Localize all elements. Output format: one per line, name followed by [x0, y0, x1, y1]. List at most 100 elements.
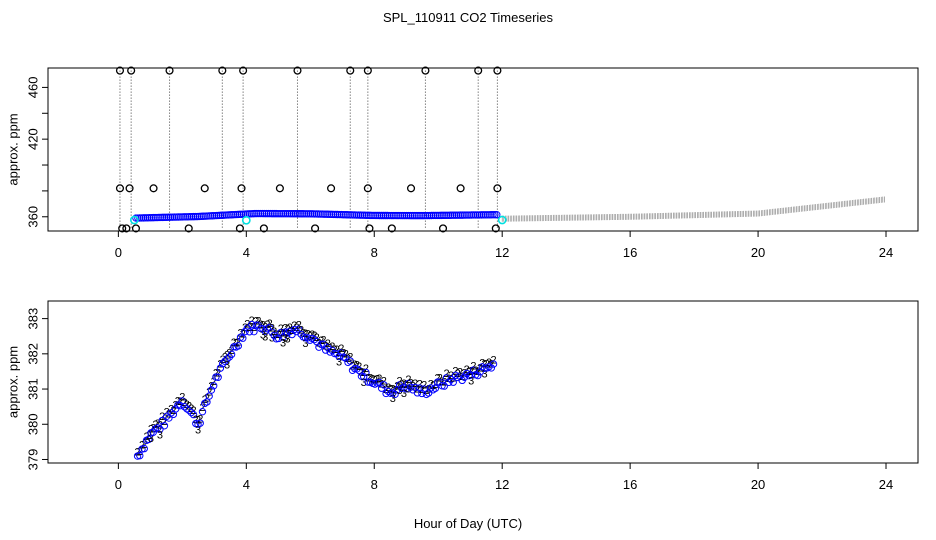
blue-marker: 3 [482, 369, 488, 381]
baseline-point [439, 211, 447, 220]
blue-point [265, 323, 274, 332]
blue-point [380, 381, 388, 389]
x-tick-label: 24 [879, 477, 893, 492]
baseline-point [283, 209, 292, 218]
x-tick-label: 12 [495, 245, 509, 260]
x-axis-label: Hour of Day (UTC) [414, 516, 522, 531]
baseline-point [299, 210, 307, 218]
spike-point [118, 224, 127, 233]
y-tick-label: 360 [25, 206, 40, 228]
spike-point [365, 224, 374, 233]
baseline-point [370, 211, 378, 220]
baseline-point [462, 211, 470, 219]
blue-point [384, 387, 393, 396]
baseline-point [303, 210, 311, 218]
blue-point [189, 410, 198, 419]
blue-marker: 3 [262, 332, 268, 344]
baseline-point [487, 211, 495, 219]
spike-point [363, 66, 372, 75]
spike-point [421, 66, 430, 75]
baseline-point [383, 211, 392, 220]
y-tick-label: 380 [25, 413, 40, 435]
spike-point [200, 184, 209, 193]
baseline-point [420, 211, 428, 220]
baseline-point [427, 211, 436, 220]
blue-marker: 3 [260, 329, 266, 341]
plot-frame [47, 300, 919, 464]
x-tick-label: 20 [751, 477, 765, 492]
blue-marker: 3 [361, 377, 367, 389]
baseline-point [448, 211, 457, 219]
top-panel: 0 4 8 12 16 20 24 360 420 460 approx. ppm [5, 66, 919, 260]
blue-point [442, 374, 451, 382]
blue-point [353, 365, 361, 373]
baseline-point [381, 211, 390, 220]
spike-point [406, 184, 416, 193]
baseline-point [422, 211, 430, 220]
blue-point [216, 364, 225, 372]
baseline-point [301, 210, 309, 218]
baseline-point [278, 209, 286, 218]
baseline-point [295, 210, 303, 218]
spike-point [346, 66, 355, 75]
baseline-point [460, 211, 468, 219]
baseline-point [399, 211, 407, 220]
baseline-point [266, 209, 274, 218]
blue-point [431, 384, 440, 393]
baseline-point [297, 210, 305, 218]
baseline-point [452, 211, 461, 219]
spike-point [237, 184, 246, 193]
blue-point [259, 325, 267, 333]
baseline-point [485, 211, 493, 219]
baseline-point [253, 209, 261, 218]
blue-point [187, 408, 195, 417]
blue-point [239, 334, 247, 342]
spike-point [131, 224, 141, 233]
blue-point [359, 372, 368, 381]
blue-marker: 3 [195, 424, 201, 436]
blue-point [140, 444, 148, 453]
blue-point [335, 352, 343, 361]
baseline-point [470, 211, 478, 219]
baseline-point [276, 209, 284, 218]
baseline-point [272, 209, 280, 218]
baseline-point [304, 210, 313, 218]
baseline-point [397, 211, 405, 220]
baseline-point [281, 209, 290, 218]
spike-point [327, 184, 336, 193]
baseline-point [491, 211, 499, 219]
blue-marker: 3 [336, 357, 342, 369]
baseline-point [412, 211, 420, 220]
y-axis-label: approx. ppm [5, 113, 20, 185]
baseline-point [255, 209, 263, 218]
spike-point [275, 184, 284, 193]
baseline-point [456, 211, 464, 219]
y-tick-label: 383 [25, 308, 40, 330]
spike-point [387, 224, 396, 233]
spike-point [125, 184, 134, 193]
baseline-point [280, 209, 288, 218]
blue-point [346, 357, 354, 365]
spike-point [239, 66, 248, 75]
x-tick-label: 8 [371, 245, 378, 260]
baseline-point [437, 211, 445, 220]
baseline-point [458, 211, 466, 219]
blue-point [227, 350, 236, 359]
blue-point [295, 325, 303, 333]
x-tick-label: 16 [623, 477, 637, 492]
y-tick-label: 381 [25, 378, 40, 400]
blue-point [218, 359, 227, 368]
x-tick-label: 4 [243, 477, 250, 492]
blue-point [326, 348, 334, 356]
baseline-point [429, 211, 438, 220]
blue-point [283, 329, 292, 337]
spike-point [259, 224, 268, 233]
blue-marker: 3 [401, 388, 407, 400]
baseline-point [450, 211, 459, 219]
baseline-point [257, 209, 265, 218]
blue-point [451, 371, 460, 380]
baseline-point [435, 211, 443, 220]
baseline-point [274, 209, 282, 218]
